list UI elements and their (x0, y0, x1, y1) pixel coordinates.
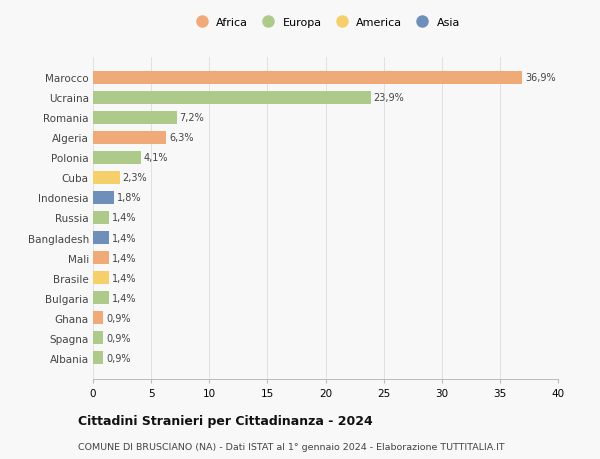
Bar (93, 252, 109, 264)
Text: 1,8%: 1,8% (117, 193, 142, 203)
Bar (93, 192, 114, 204)
Bar (93, 152, 140, 164)
Legend: Africa, Europa, America, Asia: Africa, Europa, America, Asia (191, 18, 460, 28)
Bar (93, 272, 109, 284)
Text: 7,2%: 7,2% (179, 113, 205, 123)
Bar (93, 332, 103, 344)
Bar (93, 172, 120, 184)
Text: 36,9%: 36,9% (525, 73, 556, 83)
Bar (93, 92, 371, 104)
Bar (93, 312, 103, 324)
Text: 1,4%: 1,4% (112, 273, 137, 283)
Text: 6,3%: 6,3% (169, 133, 194, 143)
Bar (93, 72, 522, 84)
Text: 4,1%: 4,1% (143, 153, 168, 163)
Bar (93, 292, 109, 304)
Bar (93, 112, 176, 124)
Bar (93, 212, 109, 224)
Bar (93, 232, 109, 244)
Text: 2,3%: 2,3% (122, 173, 147, 183)
Text: 1,4%: 1,4% (112, 253, 137, 263)
Bar (93, 132, 166, 144)
Text: 23,9%: 23,9% (374, 93, 404, 103)
Text: 1,4%: 1,4% (112, 293, 137, 303)
Text: 0,9%: 0,9% (106, 313, 131, 323)
Bar (93, 352, 103, 364)
Text: 0,9%: 0,9% (106, 353, 131, 363)
Text: 1,4%: 1,4% (112, 213, 137, 223)
Text: 1,4%: 1,4% (112, 233, 137, 243)
Text: COMUNE DI BRUSCIANO (NA) - Dati ISTAT al 1° gennaio 2024 - Elaborazione TUTTITAL: COMUNE DI BRUSCIANO (NA) - Dati ISTAT al… (78, 442, 505, 451)
Text: Cittadini Stranieri per Cittadinanza - 2024: Cittadini Stranieri per Cittadinanza - 2… (78, 414, 373, 428)
Text: 0,9%: 0,9% (106, 333, 131, 343)
